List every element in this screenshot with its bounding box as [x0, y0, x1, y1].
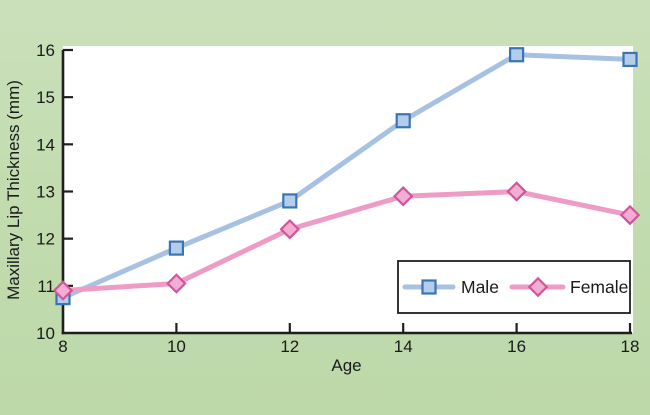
series-female-diamond-marker	[619, 204, 641, 226]
x-axis-title: Age	[331, 356, 361, 375]
x-tick-label: 12	[280, 337, 299, 356]
series-line-male	[60, 52, 633, 301]
series-male-square-marker	[282, 193, 298, 209]
series-male-square-marker	[168, 240, 184, 256]
x-tick-label: 8	[58, 337, 67, 356]
series-female-diamond-marker	[392, 185, 414, 207]
series-male-square-marker	[622, 51, 638, 68]
series-female-diamond-marker	[166, 273, 187, 294]
y-tick-label: 11	[37, 277, 55, 296]
y-tick-label: 16	[36, 41, 55, 60]
series-male-square-marker	[509, 47, 525, 63]
legend-square-marker	[421, 279, 437, 295]
y-tick-label: 12	[36, 230, 55, 249]
series-line-female	[60, 189, 633, 294]
series-female-diamond-marker	[506, 181, 527, 202]
y-tick-label: 15	[36, 88, 55, 107]
y-tick-label: 13	[36, 183, 55, 202]
series-male-square-marker	[395, 113, 411, 129]
x-tick-label: 16	[507, 337, 526, 356]
series-female-diamond-marker	[279, 218, 301, 240]
legend-label-male: Male	[461, 277, 499, 297]
series-female-diamond-marker	[52, 280, 74, 301]
x-tick-label: 18	[621, 337, 640, 356]
y-tick-label: 14	[36, 135, 55, 154]
legend-label-female: Female	[570, 277, 628, 297]
x-tick-label: 14	[394, 337, 413, 356]
x-tick-label: 10	[167, 337, 186, 356]
y-axis-title: Maxillary Lip Thickness (mm)	[4, 80, 23, 300]
y-tick-label: 10	[36, 324, 55, 343]
legend-diamond-marker	[527, 276, 549, 298]
